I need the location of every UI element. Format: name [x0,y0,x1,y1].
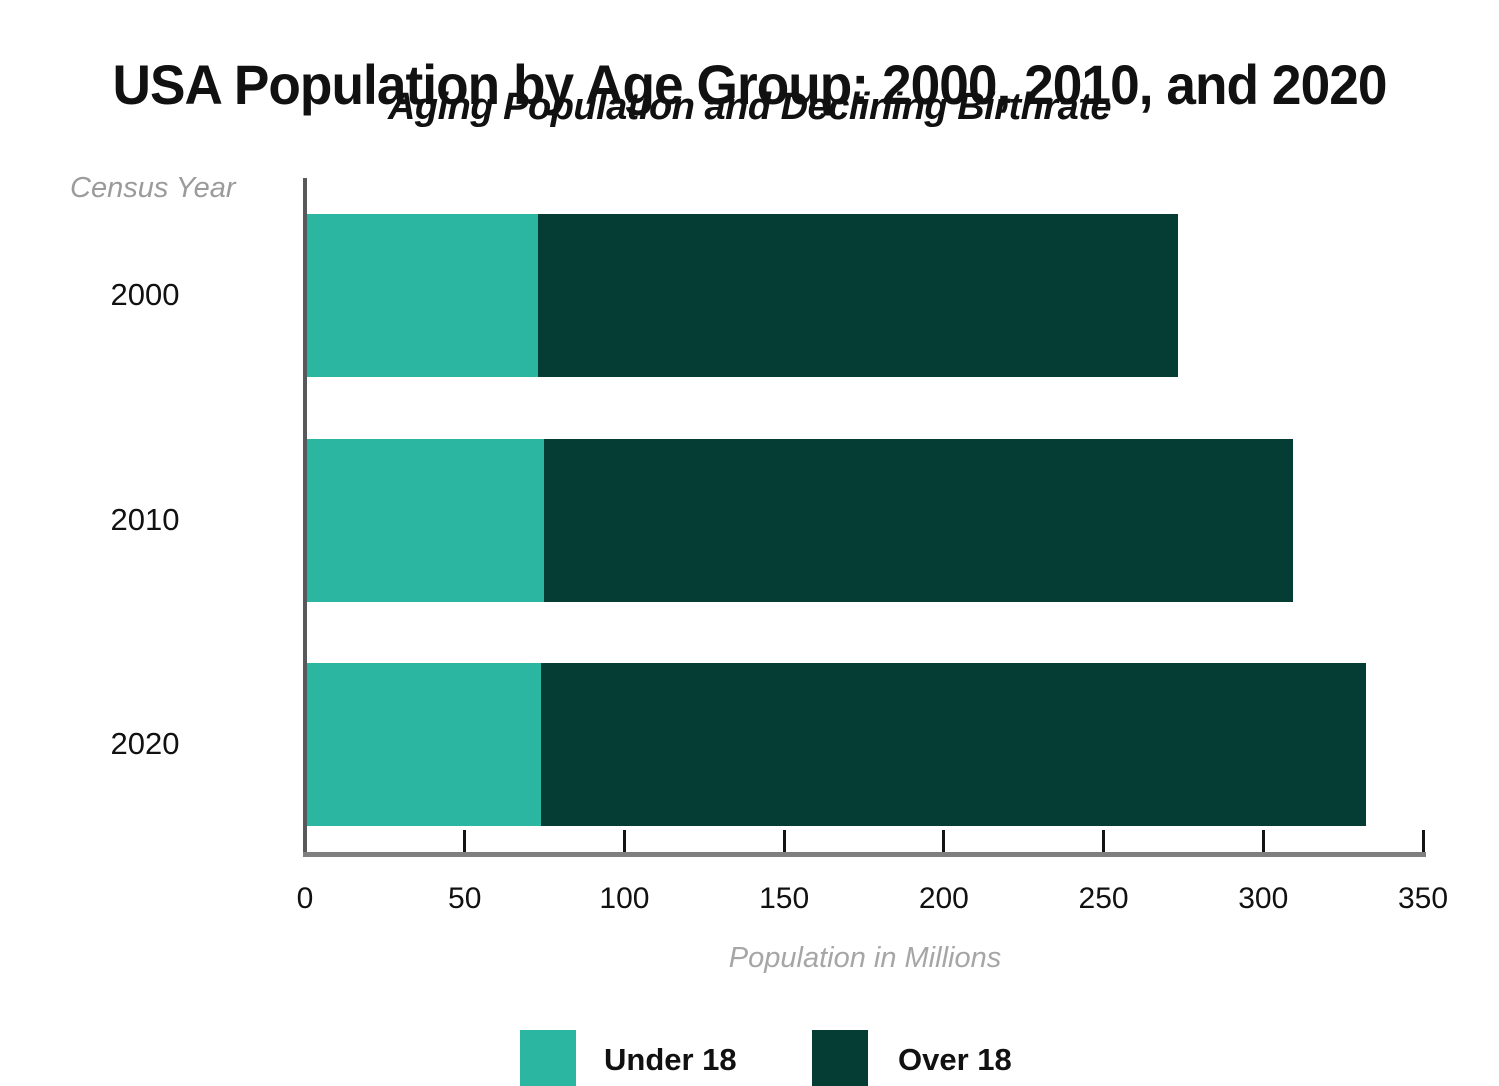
y-tick-label-2000: 2000 [110,277,180,312]
x-tick-150 [782,830,786,852]
x-axis-line [303,852,1426,857]
x-tick-200 [942,830,946,852]
y-tick-label-2010: 2010 [110,502,180,537]
x-tick-label-300: 300 [1238,882,1289,915]
x-tick-100 [622,830,626,852]
y-axis-title: Census Year [70,172,236,204]
bar-2000-under-18 [307,214,538,377]
x-tick-350 [1421,830,1425,852]
legend-label-under-18: Under 18 [604,1042,737,1077]
x-tick-50 [463,830,467,852]
x-tick-label-50: 50 [448,882,482,915]
legend-label-over-18: Over 18 [898,1042,1012,1077]
x-tick-label-150: 150 [759,882,810,915]
x-tick-label-0: 0 [296,882,314,915]
x-tick-label-250: 250 [1078,882,1129,915]
bar-2010-under-18 [307,439,545,602]
y-axis-line [303,178,307,857]
bar-2000-over-18 [537,214,1178,377]
chart-title: USA Population by Age Group: 2000, 2010,… [112,52,1388,116]
bar-2010-over-18 [544,439,1293,602]
y-tick-label-2020: 2020 [110,726,180,761]
bar-2020-under-18 [307,663,541,826]
x-tick-label-200: 200 [918,882,969,915]
legend-swatch-over-18 [812,1030,868,1086]
bar-2020-over-18 [540,663,1366,826]
x-tick-300 [1261,830,1265,852]
legend-swatch-under-18 [520,1030,576,1086]
x-axis-title: Population in Millions [728,942,1002,974]
chart-subtitle: Aging Population and Declining Birthrate [387,86,1112,128]
x-tick-250 [1102,830,1106,852]
x-tick-label-100: 100 [599,882,650,915]
x-tick-label-350: 350 [1397,882,1449,915]
